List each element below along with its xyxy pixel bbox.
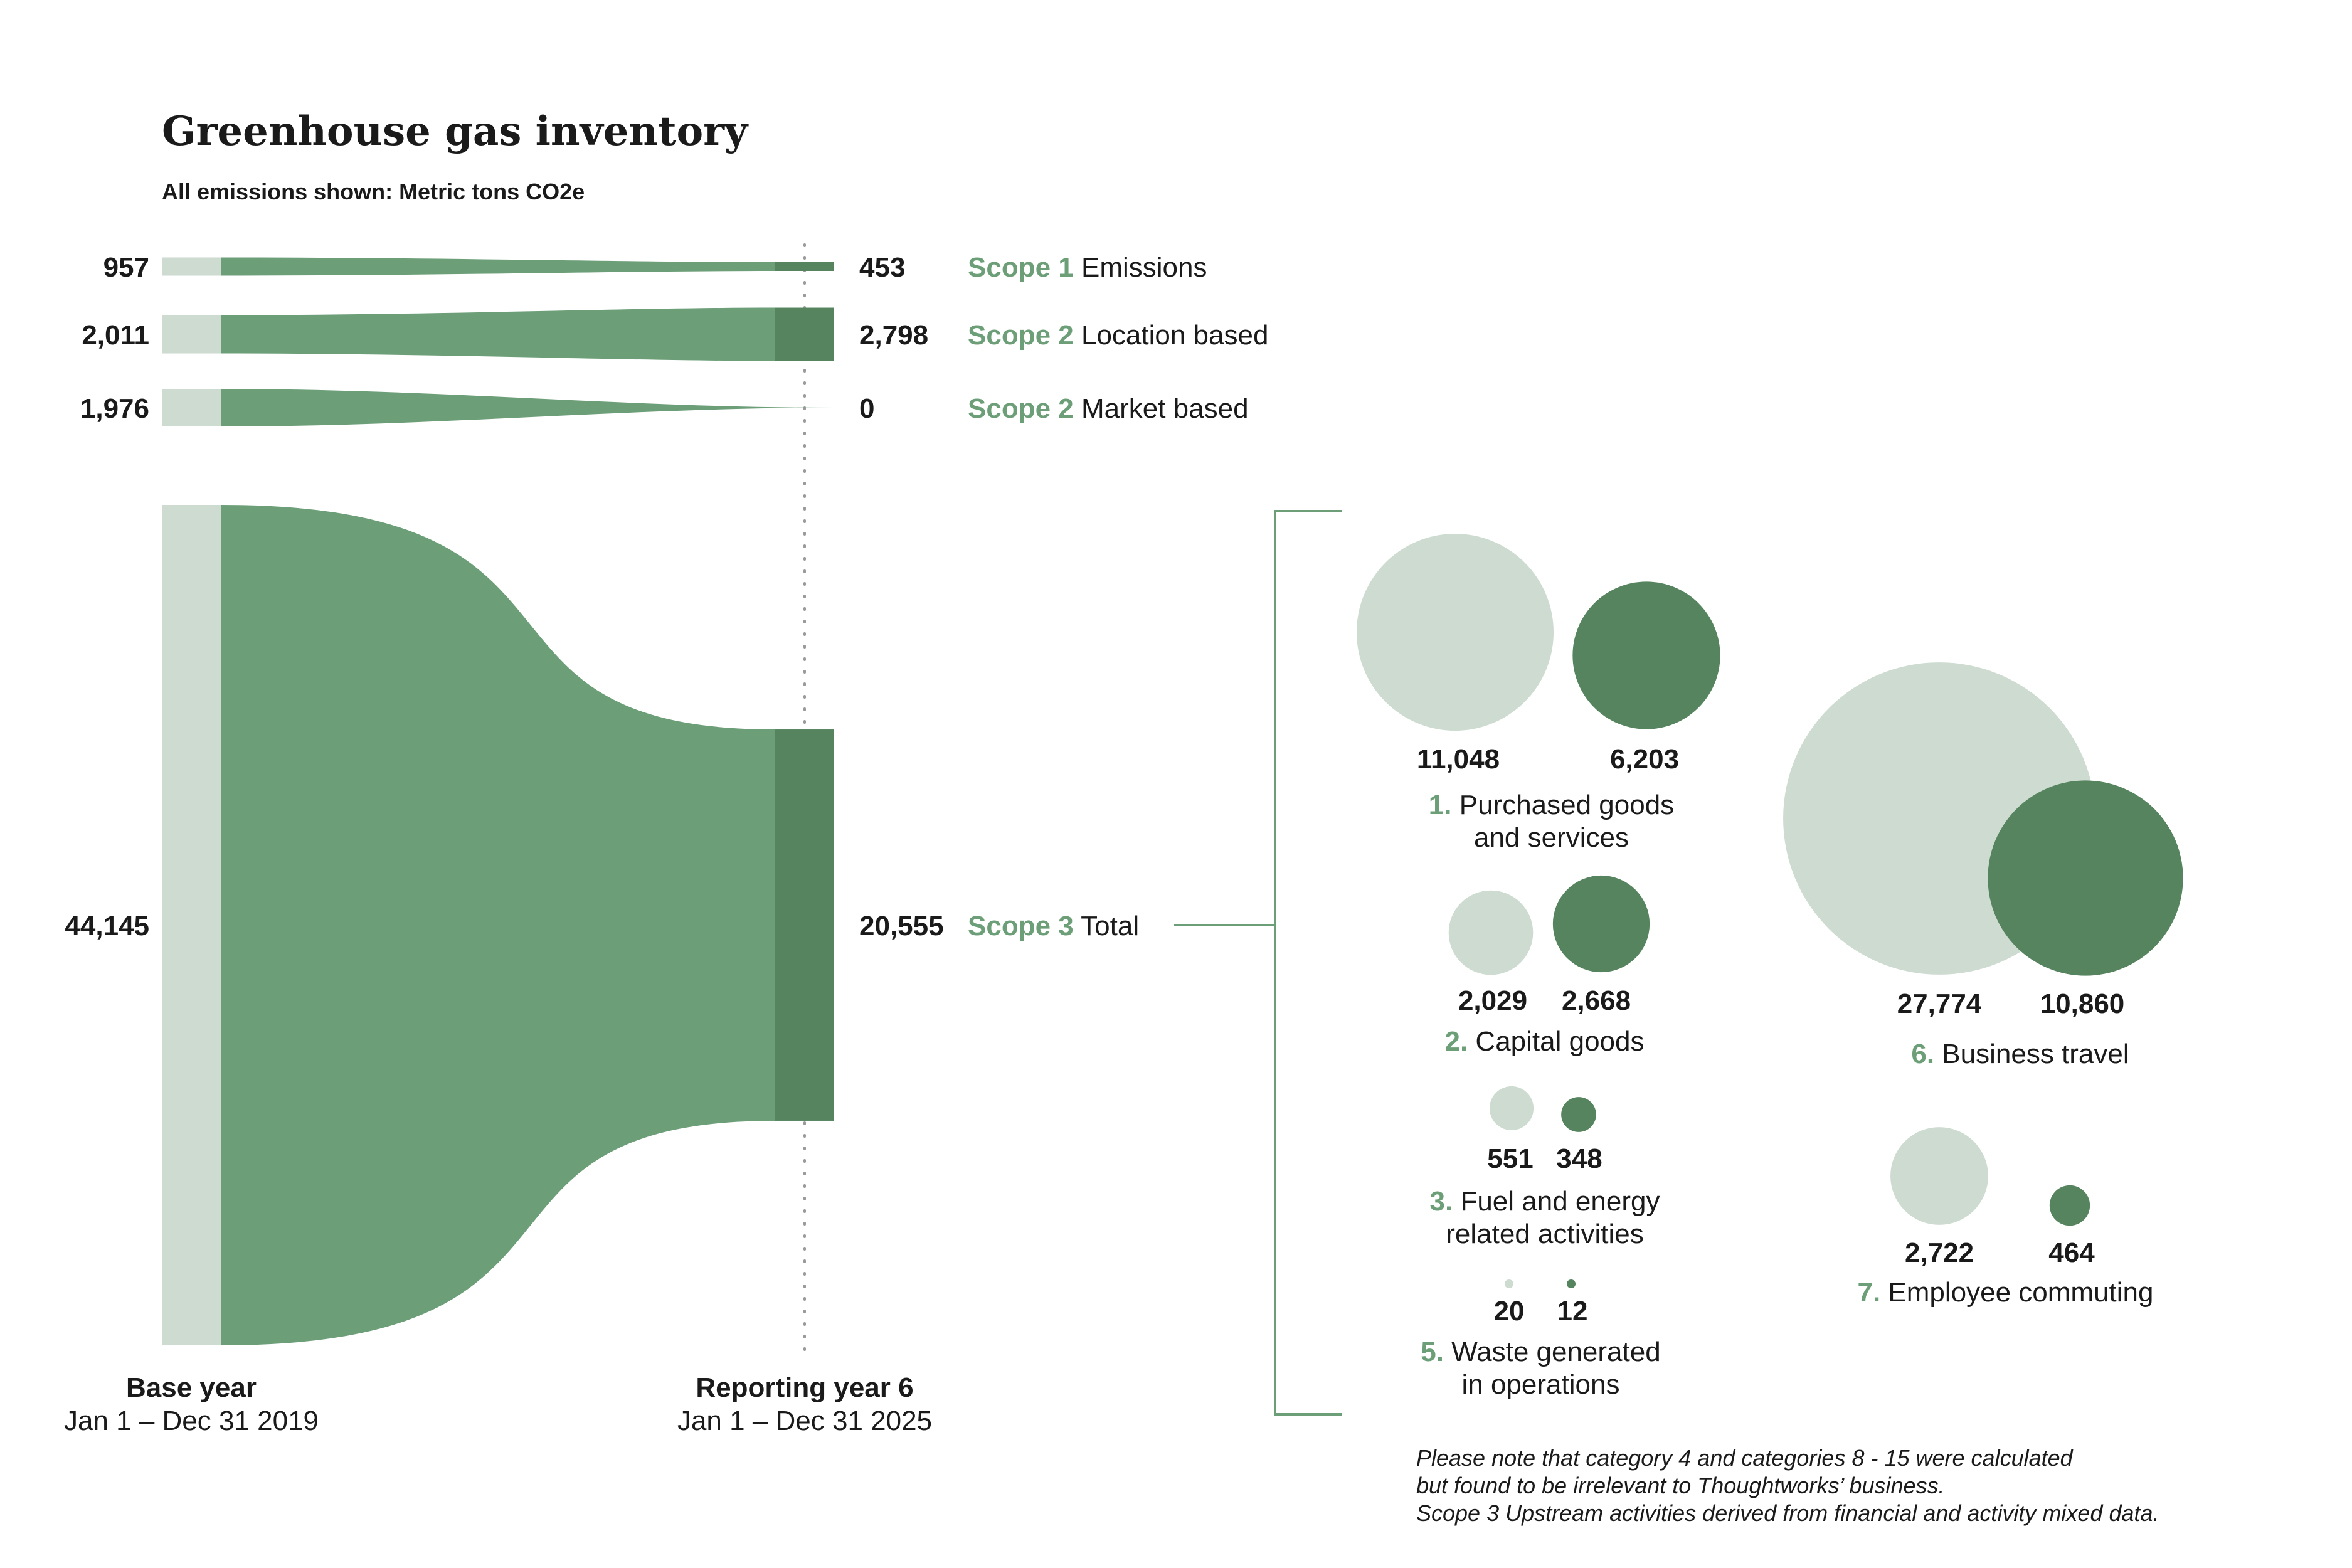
scope-name: Scope 2 [968, 393, 1074, 424]
reporting-bubble [1572, 581, 1720, 729]
category-name: Fuel and energy [1453, 1186, 1660, 1217]
reporting-value-1: 453 [859, 252, 905, 283]
base-bubble [1489, 1086, 1534, 1131]
category-label-line: related activities [1446, 1219, 1643, 1249]
reporting-bar-1 [775, 262, 834, 271]
reporting-bubble [1567, 1279, 1576, 1288]
note-line-3: Scope 3 Upstream activities derived from… [1416, 1500, 2159, 1526]
base-bubble-value: 27,774 [1897, 988, 1982, 1019]
base-bar-4 [162, 505, 221, 1345]
category-name: Business travel [1934, 1039, 2129, 1069]
base-bubble [1505, 1279, 1513, 1288]
period-name-1: Base year [126, 1372, 257, 1403]
base-value-3: 1,976 [80, 393, 149, 424]
category-number: 2. [1445, 1026, 1468, 1057]
reporting-bubble [1552, 875, 1650, 973]
reporting-value-4: 20,555 [859, 911, 944, 941]
base-value-1: 957 [103, 252, 149, 283]
base-bubble [1357, 534, 1554, 731]
note-line-1: Please note that category 4 and categori… [1416, 1445, 2074, 1471]
flow-band-1 [221, 257, 775, 276]
flow-label-2: Scope 2 Location based [968, 320, 1268, 351]
category-number: 1. [1429, 790, 1452, 820]
base-bar-3 [162, 389, 221, 426]
category-number: 3. [1430, 1186, 1453, 1217]
scope3-category-7: 2,722 464 7. Employee commuting [1858, 1127, 2154, 1308]
category-name: Capital goods [1468, 1026, 1644, 1057]
category-label-line: 3. Fuel and energy [1430, 1186, 1660, 1217]
reporting-bar-2 [775, 307, 834, 361]
reporting-bubble-value: 2,668 [1562, 985, 1631, 1016]
scope-label: Emissions [1074, 252, 1207, 283]
scope-name: Scope 3 [968, 911, 1074, 941]
base-bubble-value: 551 [1487, 1143, 1533, 1174]
flow-band-3 [221, 389, 834, 426]
reporting-bubble [2049, 1185, 2090, 1226]
category-name: Waste generated [1444, 1337, 1661, 1367]
reporting-bubble-value: 6,203 [1610, 744, 1679, 775]
reporting-bubble-value: 12 [1557, 1296, 1588, 1327]
footnote: Please note that category 4 and categori… [1416, 1445, 2159, 1526]
scope-label: Market based [1074, 393, 1249, 424]
category-label-line: 6. Business travel [1911, 1039, 2129, 1069]
reporting-bubble-value: 348 [1556, 1143, 1602, 1174]
base-bubble-value: 2,029 [1458, 985, 1527, 1016]
category-label-line: 7. Employee commuting [1858, 1277, 2154, 1308]
scope-label: Total [1074, 911, 1139, 941]
category-name: Purchased goods [1452, 790, 1675, 820]
flow-label-3: Scope 2 Market based [968, 393, 1249, 424]
period-range-2: Jan 1 – Dec 31 2025 [677, 1406, 932, 1436]
base-value-2: 2,011 [82, 320, 149, 351]
flow-band-4 [221, 505, 775, 1345]
reporting-value-2: 2,798 [859, 320, 928, 351]
bracket-line [1274, 510, 1342, 1416]
base-bar-1 [162, 257, 221, 276]
category-number: 6. [1911, 1039, 1934, 1069]
scope3-category-6: 27,774 10,860 6. Business travel [1783, 662, 2183, 1069]
category-label-line: 2. Capital goods [1445, 1026, 1645, 1057]
base-value-4: 44,145 [65, 911, 149, 941]
flow-label-4: Scope 3 Total [968, 911, 1139, 941]
note-line-2: but found to be irrelevant to Thoughtwor… [1416, 1473, 1945, 1498]
period-range-1: Jan 1 – Dec 31 2019 [64, 1406, 319, 1436]
chart-subtitle: All emissions shown: Metric tons CO2e [162, 179, 585, 204]
reporting-bar-4 [775, 729, 834, 1121]
scope3-category-2: 2,029 2,668 2. Capital goods [1445, 875, 1650, 1057]
reporting-bubble [1988, 780, 2183, 976]
scope-name: Scope 1 [968, 252, 1074, 283]
period-name-2: Reporting year 6 [696, 1372, 913, 1403]
scope-label: Location based [1074, 320, 1269, 351]
flow-band-2 [221, 307, 775, 361]
category-label-line: and services [1474, 822, 1629, 853]
category-label-line: 1. Purchased goods [1429, 790, 1674, 820]
category-label-line: 5. Waste generated [1421, 1337, 1660, 1367]
chart-title: Greenhouse gas inventory [162, 108, 749, 155]
category-number: 7. [1858, 1277, 1881, 1308]
reporting-bubble-value: 464 [2048, 1237, 2095, 1268]
sankey-flows: 957 453 Scope 1 Emissions 2,011 2,798 Scope 2… [65, 243, 1268, 1357]
scope3-bracket [1174, 510, 1342, 1416]
category-label-line: in operations [1462, 1369, 1620, 1400]
reporting-bubble [1561, 1097, 1596, 1132]
base-bubble-value: 20 [1494, 1296, 1525, 1327]
category-number: 5. [1421, 1337, 1444, 1367]
reporting-value-3: 0 [859, 393, 874, 424]
base-bubble [1448, 890, 1534, 975]
base-bubble-value: 11,048 [1417, 744, 1500, 775]
base-bubble [1890, 1127, 1988, 1225]
base-bar-2 [162, 315, 221, 354]
reporting-bubble-value: 10,860 [2040, 988, 2125, 1019]
flow-label-1: Scope 1 Emissions [968, 252, 1207, 283]
base-bubble-value: 2,722 [1905, 1237, 1974, 1268]
category-name: Employee commuting [1880, 1277, 2153, 1308]
scope-name: Scope 2 [968, 320, 1074, 351]
